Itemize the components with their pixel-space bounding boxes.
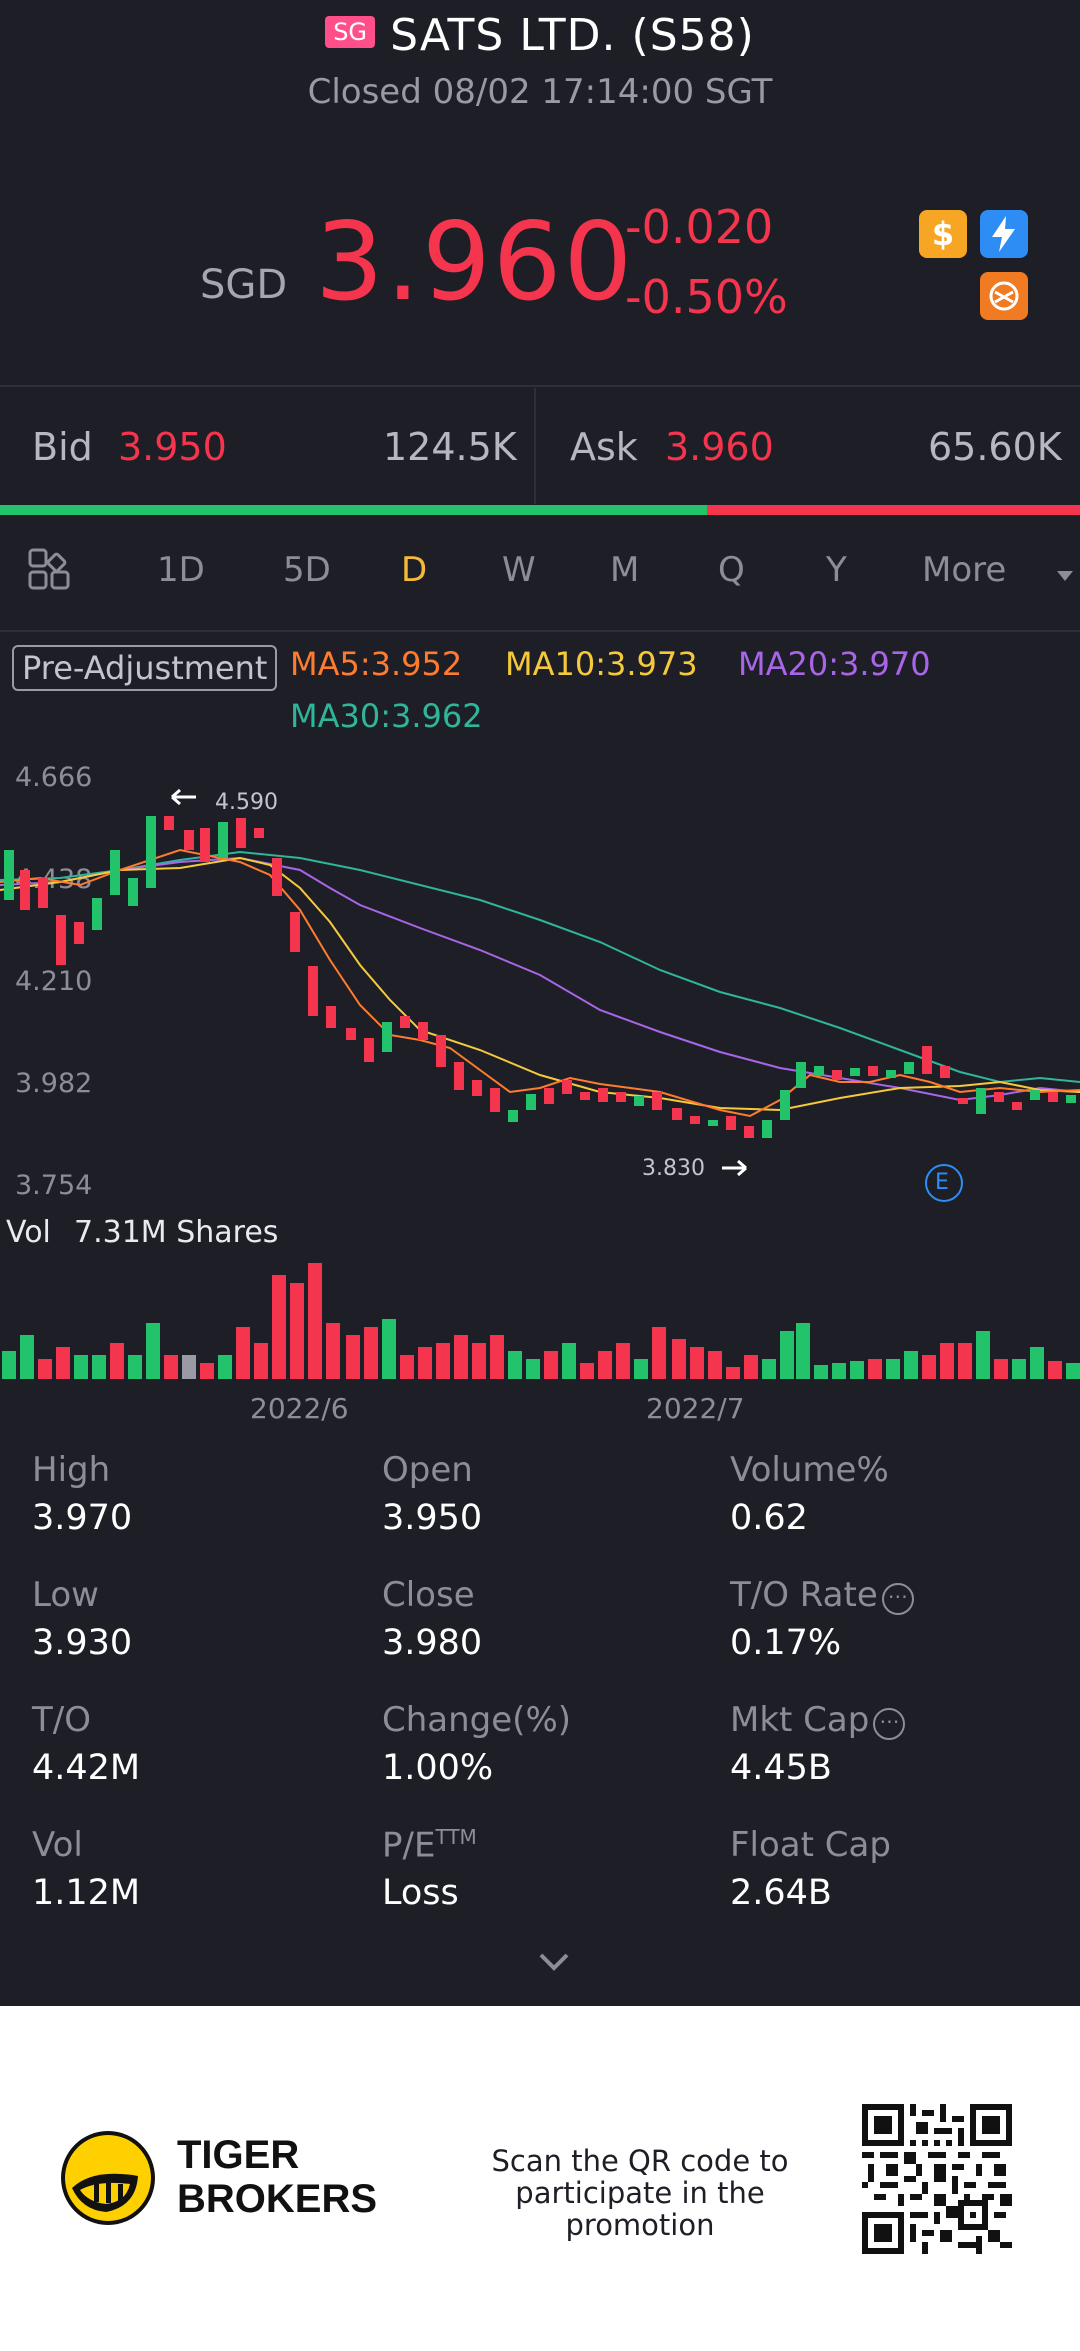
- tab-day[interactable]: D: [401, 550, 428, 590]
- left-arrow-icon: [171, 788, 196, 806]
- stat-value-vol: 1.12M: [32, 1873, 141, 1913]
- event-badge-label: E: [935, 1170, 949, 1195]
- ma10-line: [0, 856, 1080, 1112]
- bid-volume: 124.5K: [383, 425, 517, 469]
- grid-layout-icon[interactable]: [28, 548, 72, 596]
- to-rate-label: T/O Rate: [730, 1575, 878, 1615]
- stat-value-pe: Loss: [382, 1873, 459, 1913]
- more-info-icon[interactable]: ⋯: [881, 1583, 914, 1615]
- stat-value-low: 3.930: [32, 1623, 133, 1663]
- stat-label-vol: Vol: [32, 1825, 83, 1865]
- stat-label-to: T/O: [32, 1700, 91, 1740]
- tab-year[interactable]: Y: [826, 550, 847, 590]
- more-info-icon[interactable]: ⋯: [873, 1708, 906, 1740]
- tab-month[interactable]: M: [610, 550, 640, 590]
- pe-label: P/E: [382, 1825, 436, 1866]
- market-status: Closed 08/02 17:14:00 SGT: [307, 72, 773, 112]
- mkt-cap-label: Mkt Cap: [730, 1700, 870, 1740]
- ma30-value: MA30:3.962: [290, 697, 483, 735]
- tab-quarter[interactable]: Q: [718, 550, 745, 590]
- ma5-line: [0, 848, 1080, 1118]
- candles: [4, 816, 1076, 1138]
- qr-code[interactable]: [862, 2104, 1012, 2254]
- event-badge[interactable]: [925, 1164, 963, 1202]
- tab-1d[interactable]: 1D: [157, 550, 205, 590]
- date-label: 2022/6: [250, 1392, 349, 1425]
- dollar-icon[interactable]: $: [919, 210, 967, 258]
- ma10-value: MA10:3.973: [505, 645, 698, 683]
- stat-label-float-cap: Float Cap: [730, 1825, 891, 1865]
- price-change: -0.020: [625, 200, 774, 254]
- tab-week[interactable]: W: [502, 550, 536, 590]
- volume-value: 7.31M Shares: [74, 1215, 279, 1250]
- stat-label-mkt-cap: Mkt Cap ⋯: [730, 1700, 906, 1740]
- stock-title: SATS LTD. (S58): [390, 10, 755, 61]
- brand-name: TIGER BROKERS: [177, 2133, 377, 2221]
- stat-label-change-pct: Change(%): [382, 1700, 572, 1740]
- ask-price: 3.960: [665, 425, 774, 469]
- last-price: 3.960: [315, 200, 635, 325]
- ma30-line: [0, 850, 1080, 1084]
- bid-strength-bar: [0, 505, 707, 515]
- pre-adjustment-toggle[interactable]: Pre-Adjustment: [12, 645, 278, 691]
- stat-label-high: High: [32, 1450, 111, 1490]
- stat-value-to: 4.42M: [32, 1748, 141, 1788]
- axis-label: 3.982: [15, 1068, 93, 1099]
- bid-ask-panel: [0, 385, 1080, 507]
- bid-ask-divider: [534, 388, 536, 504]
- date-label: 2022/7: [646, 1392, 745, 1425]
- ma20-line: [0, 856, 1080, 1102]
- stat-value-float-cap: 2.64B: [730, 1873, 832, 1913]
- market-badge: SG: [325, 16, 376, 48]
- ma20-value: MA20:3.970: [738, 645, 931, 683]
- tab-5d[interactable]: 5D: [283, 550, 331, 590]
- stat-value-open: 3.950: [382, 1498, 483, 1538]
- stat-value-close: 3.980: [382, 1623, 483, 1663]
- stat-value-mkt-cap: 4.45B: [730, 1748, 832, 1788]
- axis-label: 4.666: [15, 762, 93, 793]
- volume-label: Vol: [6, 1215, 51, 1250]
- stat-label-close: Close: [382, 1575, 475, 1615]
- ask-label: Ask: [570, 425, 638, 469]
- bid-label: Bid: [32, 425, 93, 469]
- high-price-marker: 4.590: [215, 790, 278, 815]
- ma5-value: MA5:3.952: [290, 645, 463, 683]
- stat-label-low: Low: [32, 1575, 99, 1615]
- stat-label-volume-pct: Volume%: [730, 1450, 889, 1490]
- chevron-down-icon[interactable]: [538, 1952, 570, 1976]
- stat-label-open: Open: [382, 1450, 473, 1490]
- period-tabs: [0, 515, 1080, 632]
- candlestick-chart[interactable]: [0, 770, 1080, 1210]
- ask-strength-bar: [707, 505, 1080, 515]
- swap-icon[interactable]: [980, 272, 1028, 320]
- brand-line-1: TIGER: [177, 2133, 300, 2177]
- flash-icon[interactable]: [980, 210, 1028, 258]
- svg-text:$: $: [932, 215, 954, 253]
- axis-label: 3.754: [15, 1170, 93, 1201]
- stat-value-change-pct: 1.00%: [382, 1748, 494, 1788]
- stat-value-high: 3.970: [32, 1498, 133, 1538]
- volume-chart: [2, 1263, 1080, 1379]
- tiger-logo-icon: [58, 2128, 158, 2232]
- pe-label-suffix: TTM: [435, 1825, 477, 1849]
- ask-volume: 65.60K: [928, 425, 1062, 469]
- stat-value-to-rate: 0.17%: [730, 1623, 842, 1663]
- promo-text: Scan the QR code to participate in the p…: [491, 2144, 789, 2242]
- stat-value-volume-pct: 0.62: [730, 1498, 808, 1538]
- tab-more[interactable]: More: [922, 550, 1007, 590]
- bid-price: 3.950: [118, 425, 227, 469]
- price-change-percent: -0.50%: [625, 270, 788, 324]
- stat-label-to-rate: T/O Rate ⋯: [730, 1575, 914, 1615]
- low-price-marker: 3.830: [642, 1156, 705, 1181]
- brand-line-2: BROKERS: [177, 2177, 378, 2221]
- axis-label: 4.210: [15, 966, 93, 997]
- right-arrow-icon: [722, 1159, 747, 1177]
- stat-label-pe: P/ETTM: [382, 1825, 477, 1865]
- currency-label: SGD: [200, 262, 288, 308]
- dark-panel: [0, 0, 1080, 2006]
- title-row: SG SATS LTD. (S58): [0, 10, 1080, 61]
- caret-down-icon[interactable]: [1056, 567, 1074, 586]
